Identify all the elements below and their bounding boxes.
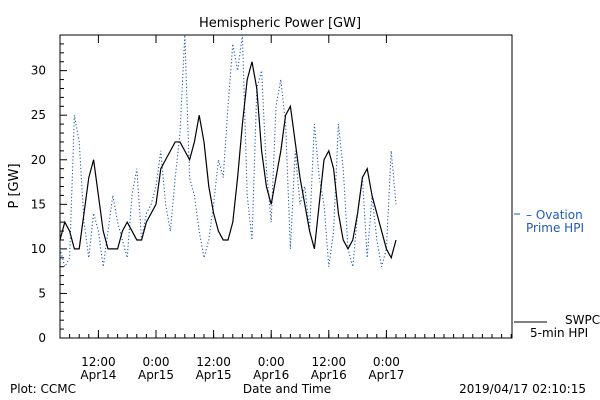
y-tick-label-4: 20 [31, 153, 46, 167]
legend-ovation: – Ovation Prime HPI [514, 208, 584, 235]
legend-ovation-line1: – Ovation [526, 208, 583, 222]
y-ticks: 0 5 10 15 20 25 30 [31, 34, 67, 345]
legend-swpc-line2: 5-min HPI [530, 326, 588, 340]
x-tick-label-time-2: 12:00 [196, 355, 231, 369]
plot-area [59, 34, 513, 339]
legend-swpc-line1: SWPC [565, 313, 600, 327]
y-tick-label-2: 10 [31, 242, 46, 256]
x-axis-label: Date and Time [243, 382, 331, 396]
ovation-series-line [59, 34, 397, 269]
x-tick-label-date-1: Apr15 [138, 368, 174, 382]
y-tick-label-3: 15 [31, 197, 46, 211]
timestamp: 2019/04/17 02:10:15 [459, 382, 586, 396]
x-tick-label-time-0: 12:00 [81, 355, 116, 369]
x-tick-label-time-4: 12:00 [312, 355, 347, 369]
y-tick-label-1: 5 [38, 286, 46, 300]
y-axis-label: P [GW] [7, 163, 22, 208]
x-tick-label-time-5: 0:00 [373, 355, 400, 369]
chart-title: Hemispheric Power [GW] [199, 16, 361, 31]
x-tick-label-date-0: Apr14 [80, 368, 116, 382]
swpc-series-line [59, 61, 397, 260]
series-swpc [59, 61, 397, 260]
plot-frame [59, 34, 513, 339]
x-ticks: 12:00Apr140:00Apr1512:00Apr150:00Apr1612… [59, 35, 512, 382]
plot-credit: Plot: CCMC [10, 382, 76, 396]
x-tick-label-date-4: Apr16 [311, 368, 347, 382]
legend-ovation-line2: Prime HPI [526, 221, 584, 235]
y-tick-label-0: 0 [38, 331, 46, 345]
series-ovation [59, 34, 397, 269]
y-tick-label-6: 30 [31, 64, 46, 78]
x-tick-label-date-2: Apr15 [196, 368, 232, 382]
x-tick-label-date-3: Apr16 [253, 368, 289, 382]
legend-swpc: SWPC 5-min HPI [514, 313, 600, 340]
x-tick-label-time-1: 0:00 [143, 355, 170, 369]
x-tick-label-time-3: 0:00 [258, 355, 285, 369]
x-tick-label-date-5: Apr17 [368, 368, 404, 382]
y-tick-label-5: 25 [31, 108, 46, 122]
